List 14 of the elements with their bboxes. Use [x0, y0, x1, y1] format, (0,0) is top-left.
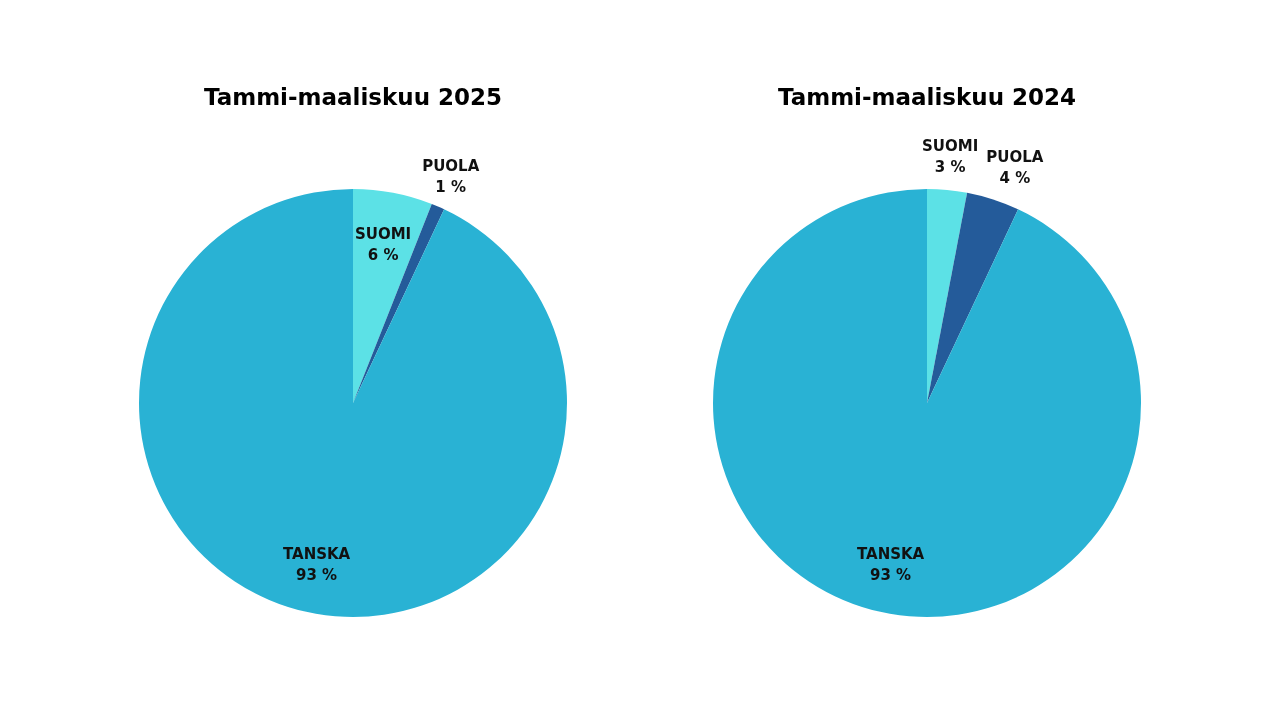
- slice-label: SUOMI: [922, 137, 979, 156]
- data-label: 6 %: [367, 245, 399, 264]
- data-label: 3 %: [934, 158, 966, 177]
- data-label: 93 %: [296, 566, 338, 585]
- slice-label: PUOLA: [422, 156, 480, 175]
- data-label: 1 %: [435, 177, 467, 196]
- data-label: 4 %: [999, 169, 1031, 188]
- slice-label: SUOMI: [354, 224, 412, 243]
- slice-label: PUOLA: [986, 148, 1044, 167]
- data-label: 93 %: [870, 566, 912, 585]
- chart-title: Tammi-maaliskuu 2025: [202, 84, 504, 110]
- slice-label: TANSKA: [856, 545, 925, 564]
- chart-title: Tammi-maaliskuu 2024: [776, 84, 1078, 110]
- slice-label: TANSKA: [282, 545, 351, 564]
